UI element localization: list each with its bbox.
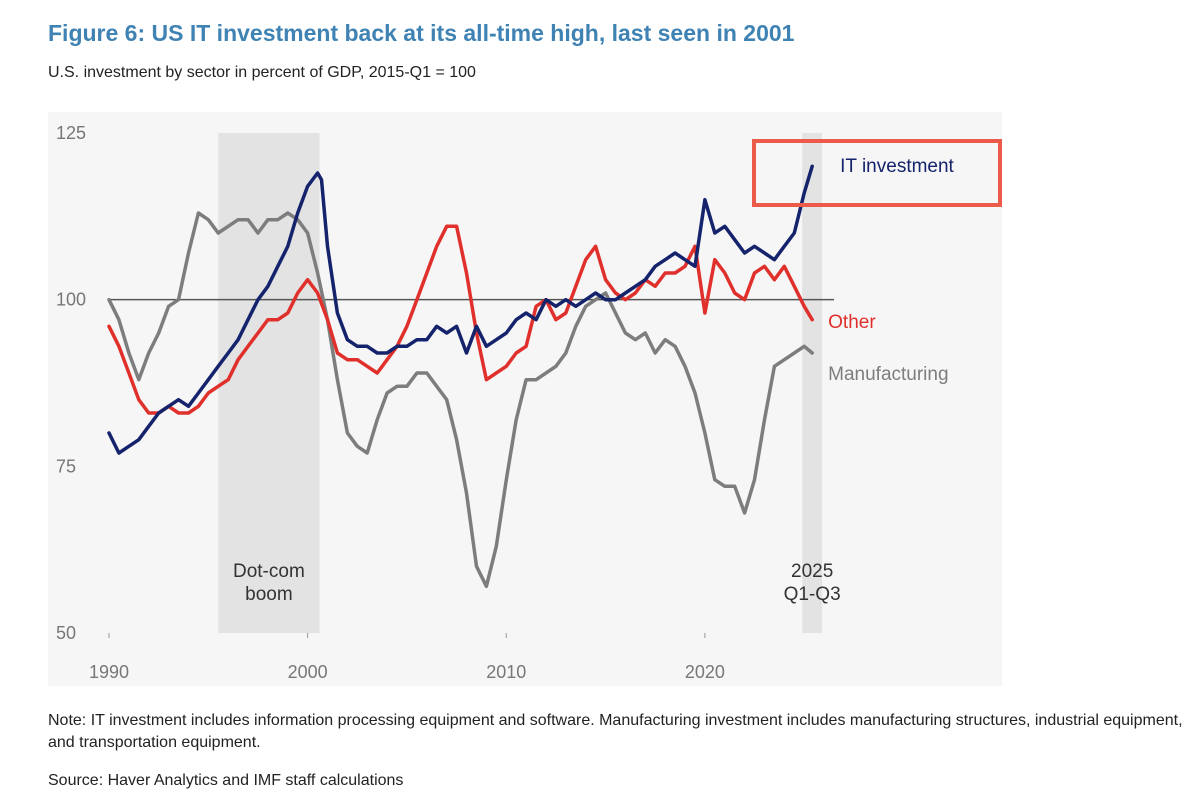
- x-tick-label-2000: 2000: [288, 662, 328, 682]
- y-tick-label-125: 125: [56, 123, 86, 143]
- series-label-manufacturing: Manufacturing: [828, 364, 948, 385]
- highlight-box: [752, 139, 1002, 207]
- figure-source: Source: Haver Analytics and IMF staff ca…: [48, 772, 404, 789]
- y-tick-label-100: 100: [56, 290, 86, 310]
- figure-note: Note: IT investment includes information…: [48, 712, 1183, 751]
- shaded-period-label-1-line2: Q1-Q3: [784, 584, 841, 605]
- series-label-other: Other: [828, 312, 876, 333]
- figure-subtitle: U.S. investment by sector in percent of …: [48, 64, 476, 81]
- shaded-period-1: [802, 133, 823, 633]
- figure-title: Figure 6: US IT investment back at its a…: [48, 20, 795, 46]
- series-line-manufacturing: [107, 211, 814, 589]
- series-line-it: [107, 164, 814, 455]
- x-tick-label-2020: 2020: [685, 662, 725, 682]
- shaded-period-label-0-line2: boom: [245, 584, 293, 605]
- x-tick-label-1990: 1990: [89, 662, 129, 682]
- shaded-period-0: [218, 133, 320, 633]
- y-tick-label-75: 75: [56, 456, 76, 476]
- y-tick-label-50: 50: [56, 623, 76, 643]
- series-line-other: [107, 224, 814, 415]
- series-label-it: IT investment: [840, 156, 954, 177]
- chart-panel: 50 75 100 125 1990 2000 2010 2020 Dot-com boom 20…: [48, 112, 1002, 686]
- shaded-period-label-0-line1: Dot-com: [233, 561, 305, 582]
- x-tick-label-2010: 2010: [486, 662, 526, 682]
- shaded-period-label-1-line1: 2025: [791, 561, 833, 582]
